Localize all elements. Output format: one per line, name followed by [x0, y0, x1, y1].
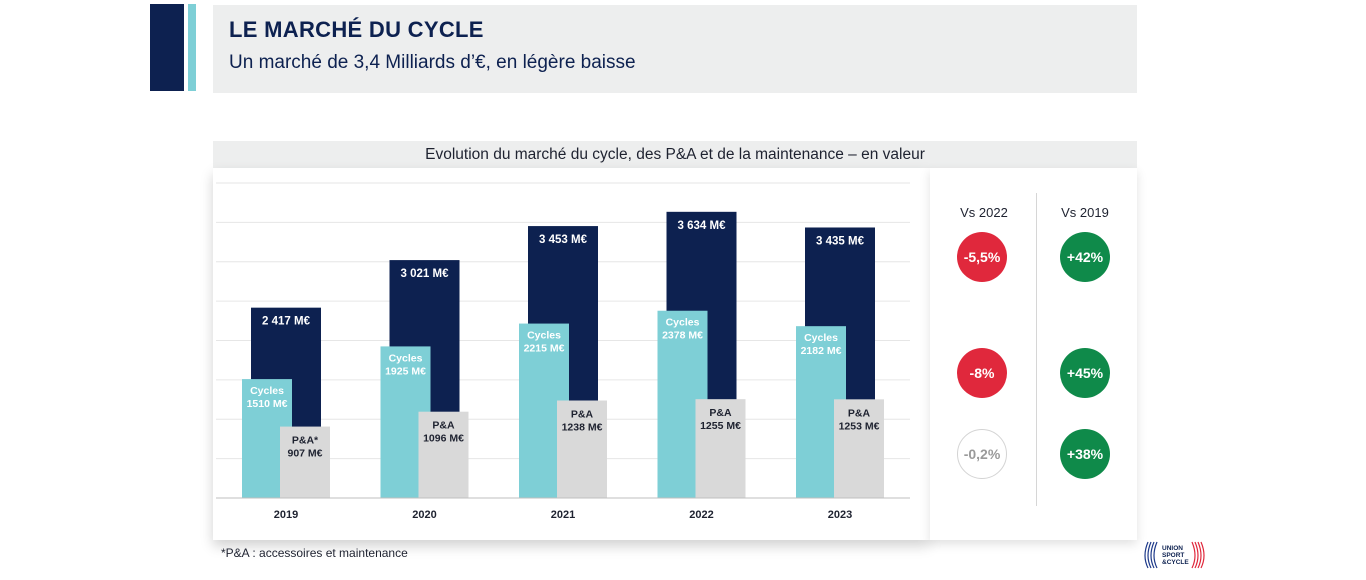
tag-cycles-2022: Cycles	[666, 317, 700, 329]
header-accent-light	[188, 4, 196, 91]
tag-pa-2019: P&A*	[292, 435, 319, 447]
bar-pa-2020	[418, 411, 469, 498]
label-total-2020: 3 021 M€	[401, 268, 450, 280]
header-vs-2022: Vs 2022	[960, 205, 1008, 220]
label-cycles-2019: 1510 M€	[247, 398, 288, 410]
label-total-2022: 3 634 M€	[678, 220, 727, 232]
label-total-2023: 3 435 M€	[816, 235, 865, 247]
tag-pa-2023: P&A	[848, 407, 871, 419]
label-cycles-2022: 2378 M€	[662, 330, 703, 342]
bar-pa-2021	[557, 400, 607, 498]
logo-line-1: UNION	[1162, 545, 1183, 552]
header: LE MARCHÉ DU CYCLE Un marché de 3,4 Mill…	[213, 5, 1137, 93]
label-pa-2019: 907 M€	[287, 448, 322, 460]
union-sport-cycle-logo: UNION SPORT &CYCLE	[1144, 541, 1205, 569]
tag-cycles-2023: Cycles	[804, 332, 838, 344]
label-pa-2021: 1238 M€	[562, 422, 603, 434]
bar-pa-2022	[695, 399, 746, 498]
footnote: *P&A : accessoires et maintenance	[221, 546, 408, 560]
label-pa-2020: 1096 M€	[423, 433, 464, 445]
header-vs-2019: Vs 2019	[1061, 205, 1109, 220]
tag-pa-2020: P&A	[432, 420, 455, 432]
chart-title-bar: Evolution du marché du cycle, des P&A et…	[213, 141, 1137, 168]
logo-line-3: &CYCLE	[1162, 559, 1189, 566]
tick-label-2019: 2019	[274, 509, 298, 521]
label-cycles-2023: 2182 M€	[801, 345, 842, 357]
tag-cycles-2021: Cycles	[527, 330, 561, 342]
bar-pa-2019	[280, 426, 330, 498]
label-pa-2023: 1253 M€	[839, 420, 880, 432]
tag-pa-2021: P&A	[571, 409, 594, 421]
tick-label-2021: 2021	[551, 509, 575, 521]
header-accent-dark	[150, 4, 184, 91]
tag-pa-2022: P&A	[709, 407, 732, 419]
label-pa-2022: 1255 M€	[700, 420, 741, 432]
panel-divider	[1036, 193, 1037, 506]
badge-cycles-vs-2022: -8%	[957, 348, 1007, 398]
page-subtitle: Un marché de 3,4 Milliards d’€, en légèr…	[229, 52, 636, 73]
comparison-panel: Vs 2022 Vs 2019 -5,5% +42% -8% +45% -0,2…	[930, 168, 1137, 540]
label-total-2019: 2 417 M€	[262, 316, 311, 328]
page-title: LE MARCHÉ DU CYCLE	[229, 17, 484, 42]
bar-pa-2023	[834, 399, 884, 498]
tick-label-2022: 2022	[689, 509, 713, 521]
badge-pa-vs-2022: -0,2%	[957, 429, 1007, 479]
badge-total-vs-2022: -5,5%	[957, 232, 1007, 282]
badge-total-vs-2019: +42%	[1060, 232, 1110, 282]
chart-card: 2 417 M€ Cycles 1510 M€ P&A* 907 M€ 2019 3 021…	[213, 168, 930, 540]
badge-pa-vs-2019: +38%	[1060, 429, 1110, 479]
tag-cycles-2020: Cycles	[389, 352, 423, 364]
tick-label-2023: 2023	[828, 509, 852, 521]
label-total-2021: 3 453 M€	[539, 234, 588, 246]
label-cycles-2020: 1925 M€	[385, 365, 426, 377]
badge-cycles-vs-2019: +45%	[1060, 348, 1110, 398]
logo-line-2: SPORT	[1162, 552, 1184, 559]
chart-title: Evolution du marché du cycle, des P&A et…	[425, 146, 925, 163]
label-cycles-2021: 2215 M€	[524, 343, 565, 355]
tag-cycles-2019: Cycles	[250, 385, 284, 397]
tick-label-2020: 2020	[412, 509, 436, 521]
